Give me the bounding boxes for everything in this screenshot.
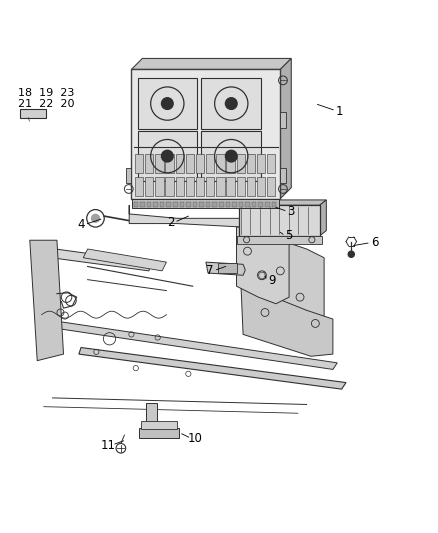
Polygon shape <box>239 200 326 205</box>
Bar <box>139 427 179 438</box>
Bar <box>145 154 153 173</box>
Bar <box>206 177 215 197</box>
Polygon shape <box>30 240 64 361</box>
Bar <box>199 201 204 207</box>
Circle shape <box>92 214 99 222</box>
Polygon shape <box>206 262 245 275</box>
Text: 11: 11 <box>101 439 116 451</box>
Bar <box>193 201 197 207</box>
Bar <box>186 154 194 173</box>
Bar <box>252 201 256 207</box>
Polygon shape <box>280 59 291 199</box>
Bar <box>245 201 250 207</box>
Circle shape <box>162 98 173 109</box>
Bar <box>126 168 131 183</box>
Text: 7: 7 <box>206 264 214 277</box>
Bar <box>216 154 225 173</box>
Polygon shape <box>79 348 346 389</box>
Text: 3: 3 <box>288 205 295 218</box>
Bar <box>135 154 143 173</box>
Polygon shape <box>241 284 333 356</box>
Bar <box>147 201 152 207</box>
Bar <box>138 131 197 181</box>
Bar <box>176 177 184 197</box>
Bar <box>20 109 46 118</box>
Bar <box>160 201 164 207</box>
Bar <box>206 154 215 173</box>
Bar <box>140 201 145 207</box>
Circle shape <box>226 150 237 162</box>
Bar <box>239 201 244 207</box>
Polygon shape <box>35 247 151 271</box>
Text: 1: 1 <box>336 104 343 117</box>
Bar <box>257 154 265 173</box>
Bar <box>226 177 235 197</box>
Bar <box>237 154 245 173</box>
Bar <box>196 177 204 197</box>
Bar <box>155 177 163 197</box>
Text: 4: 4 <box>77 219 85 231</box>
Polygon shape <box>280 240 324 350</box>
Bar <box>173 201 178 207</box>
Bar <box>206 201 210 207</box>
Bar <box>166 201 171 207</box>
Bar <box>257 177 265 197</box>
Bar <box>216 177 225 197</box>
Circle shape <box>348 251 354 257</box>
Bar <box>186 201 191 207</box>
Bar <box>226 201 230 207</box>
Bar <box>153 201 158 207</box>
Bar <box>239 205 320 236</box>
Polygon shape <box>237 227 289 304</box>
Bar <box>237 177 245 197</box>
Bar <box>247 177 255 197</box>
Bar <box>265 201 269 207</box>
Polygon shape <box>131 59 291 69</box>
Bar <box>267 154 276 173</box>
Bar <box>226 154 235 173</box>
Bar <box>180 201 184 207</box>
Polygon shape <box>53 321 337 369</box>
Bar <box>280 168 286 183</box>
Bar <box>258 201 263 207</box>
Bar <box>145 177 153 197</box>
Bar <box>134 201 138 207</box>
Bar <box>237 236 322 244</box>
Text: 6: 6 <box>371 236 378 249</box>
Text: 2: 2 <box>167 216 175 229</box>
Polygon shape <box>129 205 261 227</box>
Bar <box>135 177 143 197</box>
Text: 9: 9 <box>268 274 276 287</box>
Bar <box>196 154 204 173</box>
Bar <box>166 154 174 173</box>
Bar <box>272 201 276 207</box>
Text: 5: 5 <box>286 229 293 243</box>
Text: 21  22  20: 21 22 20 <box>18 100 74 109</box>
Bar <box>138 78 197 128</box>
Bar <box>247 154 255 173</box>
Bar <box>131 69 280 199</box>
Text: 10: 10 <box>187 432 202 445</box>
Bar <box>219 201 223 207</box>
Bar <box>155 154 163 173</box>
Bar <box>267 177 276 197</box>
Bar <box>280 112 286 127</box>
Polygon shape <box>83 249 166 271</box>
Bar <box>141 421 177 429</box>
Text: 18  19  23: 18 19 23 <box>18 88 74 99</box>
Bar <box>132 199 279 208</box>
Polygon shape <box>320 200 326 236</box>
Bar <box>218 263 237 273</box>
Bar <box>166 177 174 197</box>
Bar <box>186 177 194 197</box>
Circle shape <box>226 98 237 109</box>
Bar <box>212 201 217 207</box>
Bar <box>232 201 237 207</box>
Circle shape <box>162 150 173 162</box>
Bar <box>146 403 157 438</box>
Bar <box>201 131 261 181</box>
Bar <box>201 78 261 128</box>
Bar <box>176 154 184 173</box>
